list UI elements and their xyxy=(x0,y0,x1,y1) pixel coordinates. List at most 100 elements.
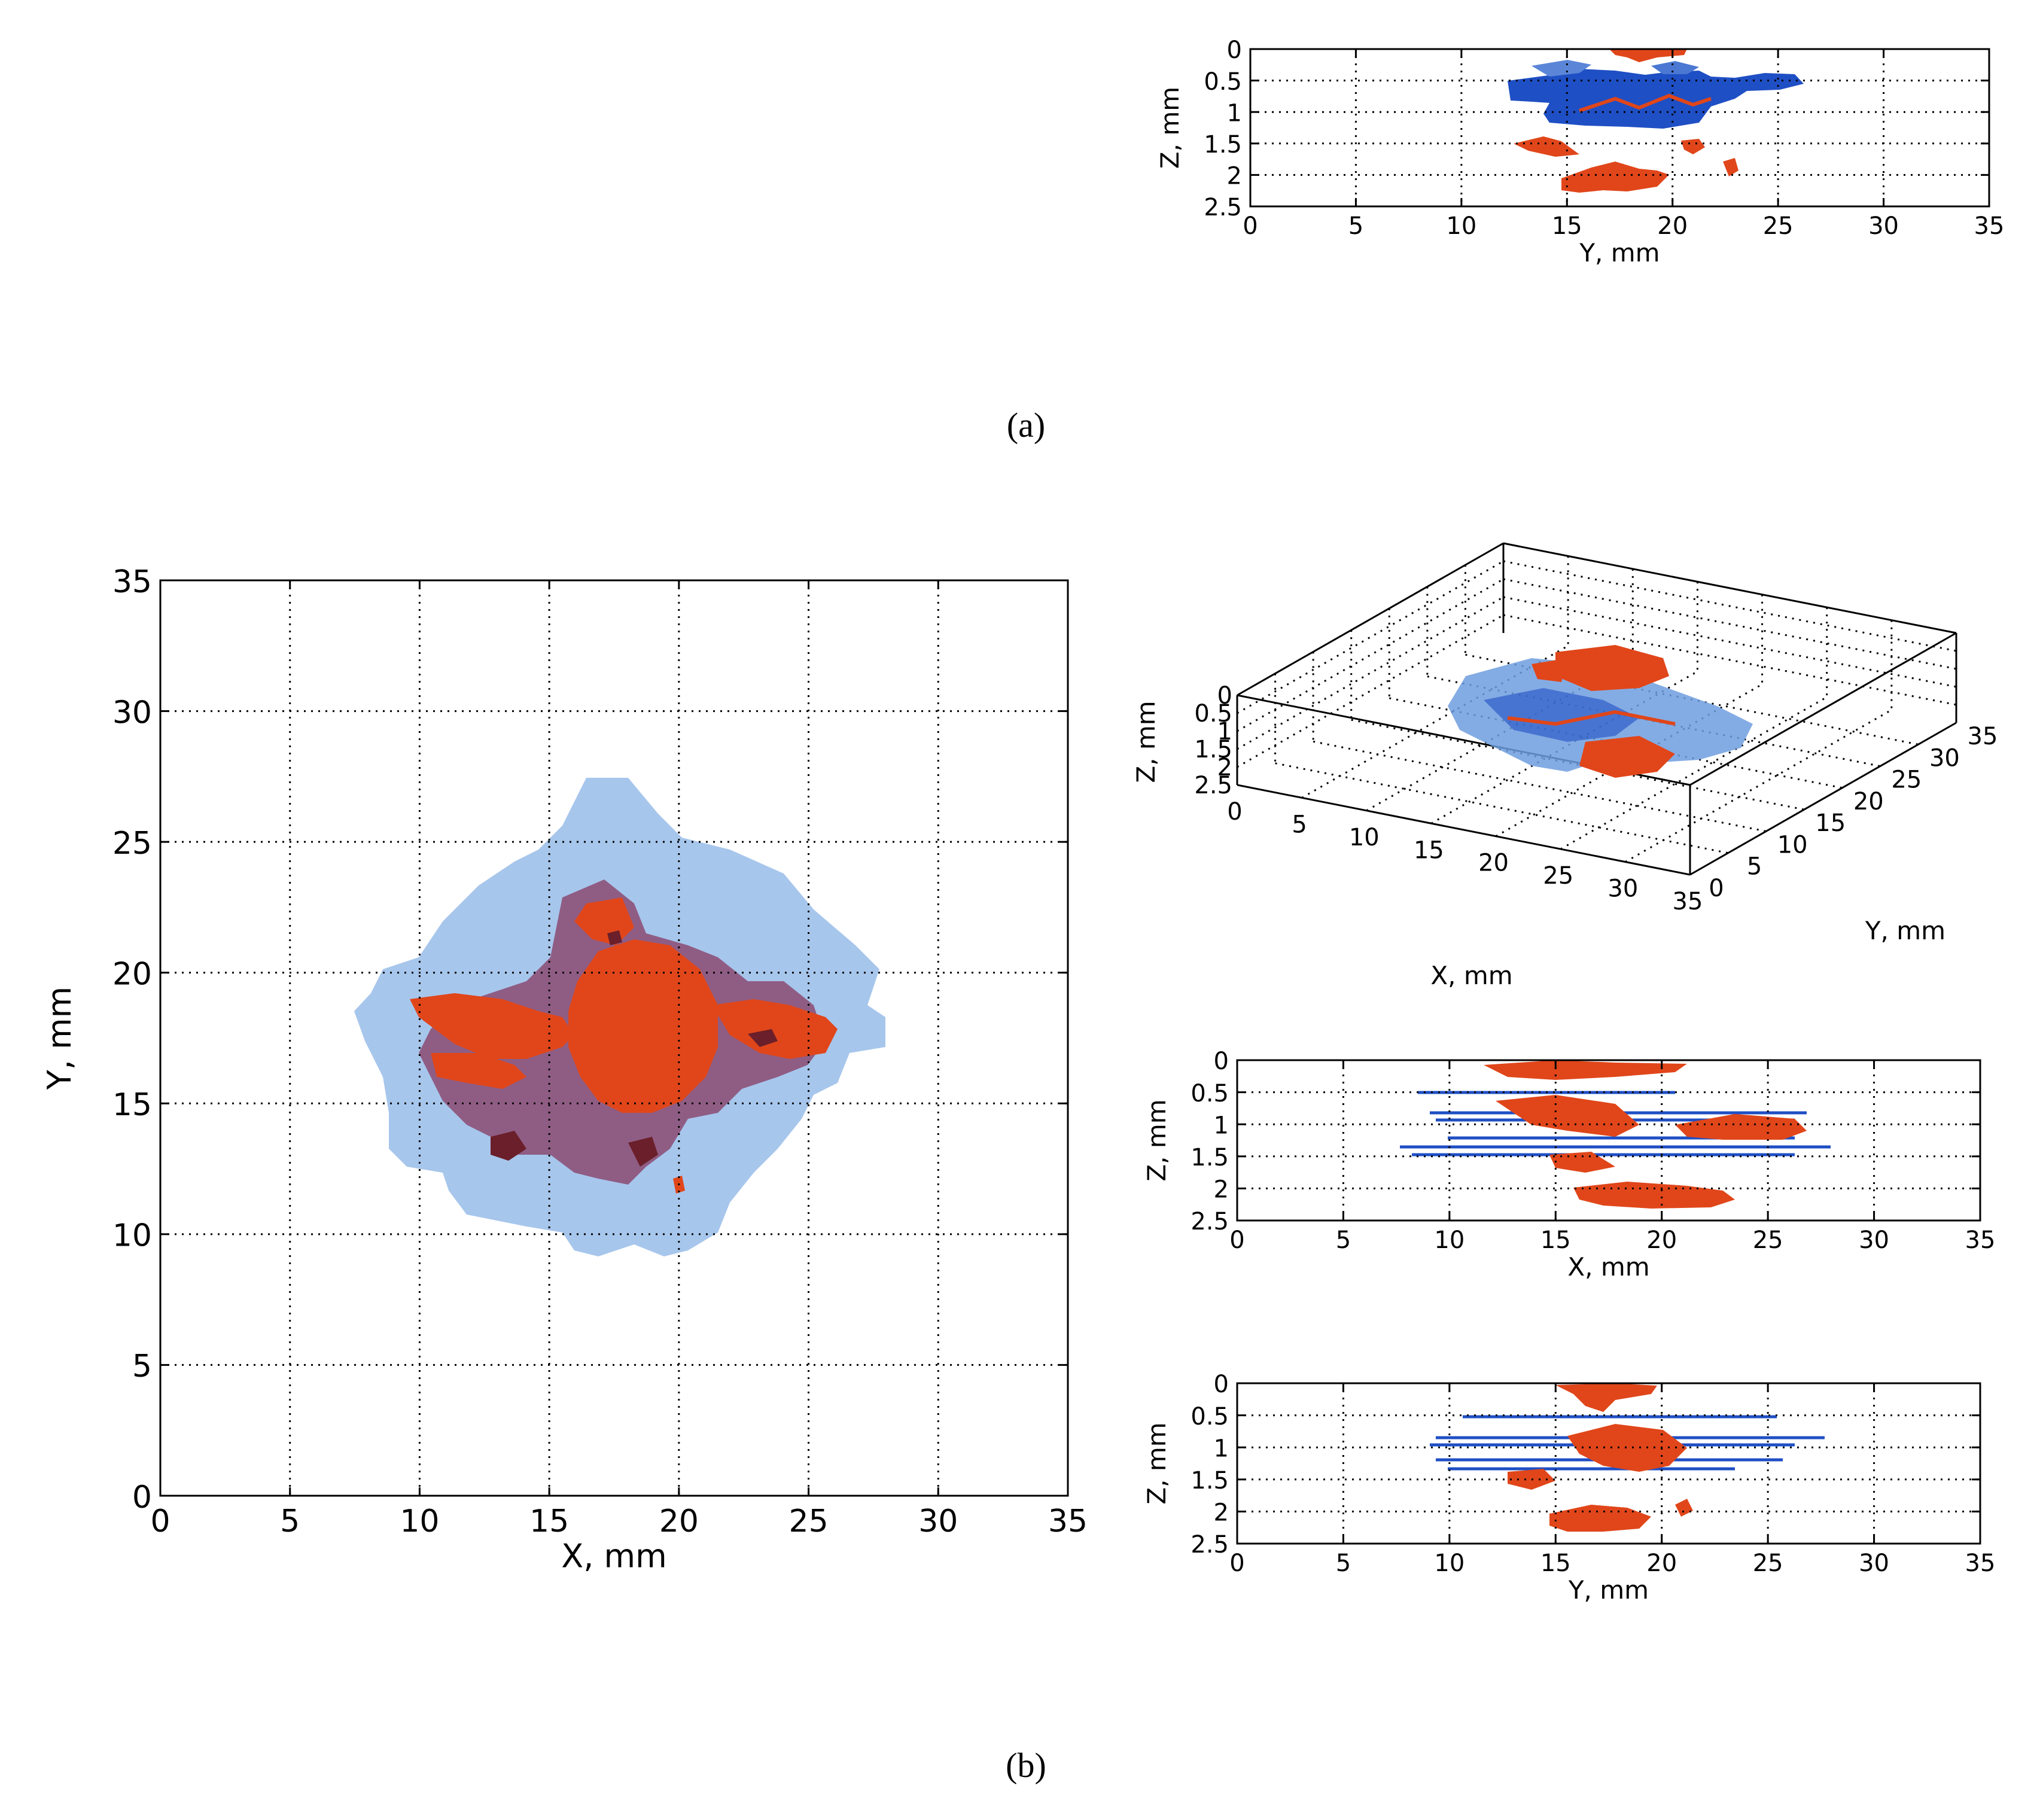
x-tick-label: 20 xyxy=(659,1504,699,1539)
x-tick-label: 0 xyxy=(150,1504,170,1539)
grid-3d xyxy=(1366,658,1634,812)
x-tick-label: 10 xyxy=(1446,212,1476,240)
y-tick-label: 35 xyxy=(1968,723,1998,750)
x-tick-label: 10 xyxy=(1349,824,1380,851)
x-tick-label: 30 xyxy=(918,1504,958,1539)
y-tick-label: 0 xyxy=(132,1480,152,1515)
damage-red-region xyxy=(1723,158,1738,176)
damage-blue-region xyxy=(1484,688,1639,742)
y-tick-label: 2.5 xyxy=(1204,194,1242,221)
axes-a_side_zy: 0 5 10 15 20 25 30 35 0 0.5 1 1.5 2 2.5 Y, mm Z, mm xyxy=(1155,36,2004,267)
x-tick-label: 30 xyxy=(1868,212,1899,240)
y-tick-label: 20 xyxy=(112,956,152,992)
damage-red-region xyxy=(1555,1383,1657,1412)
y-tick-label: 2 xyxy=(1214,1499,1229,1527)
grid-3d xyxy=(1301,645,1569,799)
damage-blue-region xyxy=(1651,61,1699,74)
x-tick-label: 25 xyxy=(1753,1550,1783,1577)
x-tick-label: 0 xyxy=(1229,1550,1244,1577)
x-tick-label: 10 xyxy=(400,1504,439,1539)
grid-3d xyxy=(1503,560,1957,652)
damage-red-region xyxy=(1675,1114,1807,1140)
x-tick-label: 10 xyxy=(1434,1550,1464,1577)
axes-b_side_zy: 0 5 10 15 20 25 30 35 0 0.5 1 1.5 2 2.5 Y, mm Z, mm xyxy=(1142,1371,1995,1605)
x-tick-label: 30 xyxy=(1859,1550,1889,1577)
damage-red-region xyxy=(1681,139,1705,154)
plot-frame xyxy=(1236,1382,1981,1545)
x-tick-label: 5 xyxy=(280,1504,300,1539)
y-tick-label: 0 xyxy=(1214,1371,1229,1398)
damage-dark-region xyxy=(607,930,622,945)
y-tick-label: 1 xyxy=(1227,99,1242,127)
box-edge xyxy=(1237,784,1691,876)
z-tick-label: 2 xyxy=(1217,754,1232,781)
grid-3d xyxy=(1560,696,1828,850)
damage-red-region xyxy=(1609,49,1687,62)
caption-b: (b) xyxy=(1006,1746,1046,1785)
y-tick-label: 0 xyxy=(1709,875,1724,902)
plot-b-top-xy xyxy=(354,778,885,1256)
x-tick-label: 25 xyxy=(1543,862,1573,890)
grid-3d xyxy=(1237,614,1504,768)
x-tick-label: 30 xyxy=(1859,1226,1889,1254)
y-tick-label: 0 xyxy=(1214,1048,1229,1075)
damage-red-region xyxy=(410,993,574,1059)
x-tick-label: 25 xyxy=(1763,212,1794,240)
plot-b-iso-3d: 00.511.522.50 5 10 15 20 25 30 35 05101520253035… xyxy=(1131,542,1998,990)
x-tick-label: 5 xyxy=(1292,811,1307,838)
damage-red-region xyxy=(1579,736,1675,778)
y-axis-label: Y, mm xyxy=(1865,916,1945,945)
plot-b-zx-damage-map xyxy=(1400,1060,1831,1209)
x-axis-label: X, mm xyxy=(1567,1252,1649,1282)
y-axis-label: Z, mm xyxy=(1142,1099,1171,1181)
x-tick-label: 0 xyxy=(1227,798,1242,826)
damage-dark-region xyxy=(748,1029,778,1047)
y-tick-label: 30 xyxy=(112,695,152,731)
x-tick-label: 5 xyxy=(1348,212,1363,240)
grid-3d xyxy=(1237,560,1504,714)
grid-3d xyxy=(1503,578,1957,670)
plot-b-zy-damage-map xyxy=(1430,1383,1825,1532)
y-tick-label: 2 xyxy=(1227,163,1242,190)
x-tick-label: 5 xyxy=(1336,1550,1351,1577)
x-tick-label: 15 xyxy=(1552,212,1582,240)
damage-red-region xyxy=(712,999,838,1059)
z-tick-label: 1 xyxy=(1217,718,1232,745)
damage-red-region xyxy=(431,1053,526,1089)
y-tick-label: 15 xyxy=(112,1087,152,1123)
damage-red-region xyxy=(1549,1152,1615,1173)
x-tick-label: 5 xyxy=(1336,1226,1351,1254)
plot-a-damage-map xyxy=(1508,49,1804,193)
x-tick-label: 15 xyxy=(1414,836,1444,864)
y-tick-label: 5 xyxy=(132,1349,152,1384)
grid-3d xyxy=(1275,762,1728,854)
damage-blue-region xyxy=(1508,69,1804,129)
y-tick-label: 0.5 xyxy=(1191,1403,1229,1431)
y-tick-label: 1.5 xyxy=(1204,131,1242,159)
y-tick-label: 1.5 xyxy=(1191,1467,1229,1495)
x-tick-label: 35 xyxy=(1048,1504,1088,1539)
axes-b_side_zx: 0 5 10 15 20 25 30 35 0 0.5 1 1.5 2 2.5 X, mm Z, mm xyxy=(1142,1048,1995,1282)
grid-3d xyxy=(1503,596,1957,688)
damage-red-region xyxy=(1496,1095,1639,1137)
z-tick-label: 2.5 xyxy=(1194,772,1232,799)
x-tick-label: 15 xyxy=(1540,1226,1571,1254)
x-tick-label: 20 xyxy=(1646,1226,1677,1254)
grid-3d xyxy=(1237,578,1504,732)
x-tick-label: 35 xyxy=(1965,1550,1996,1577)
y-axis-label: Z, mm xyxy=(1155,87,1185,169)
plot-a-side-zy xyxy=(1508,49,1804,193)
damage-red-core xyxy=(1555,645,1669,691)
x-tick-label: 10 xyxy=(1434,1226,1464,1254)
box-edge xyxy=(1689,632,1957,786)
x-tick-label: 20 xyxy=(1657,212,1688,240)
damage-red-region xyxy=(1567,1424,1687,1472)
y-tick-label: 2.5 xyxy=(1191,1531,1229,1559)
grid-3d xyxy=(1313,740,1767,832)
y-axis-label: Y, mm xyxy=(41,987,78,1091)
damage-red-region xyxy=(1675,1499,1693,1517)
x-tick-label: 35 xyxy=(1974,212,2005,240)
damage-red-region xyxy=(1561,162,1669,193)
